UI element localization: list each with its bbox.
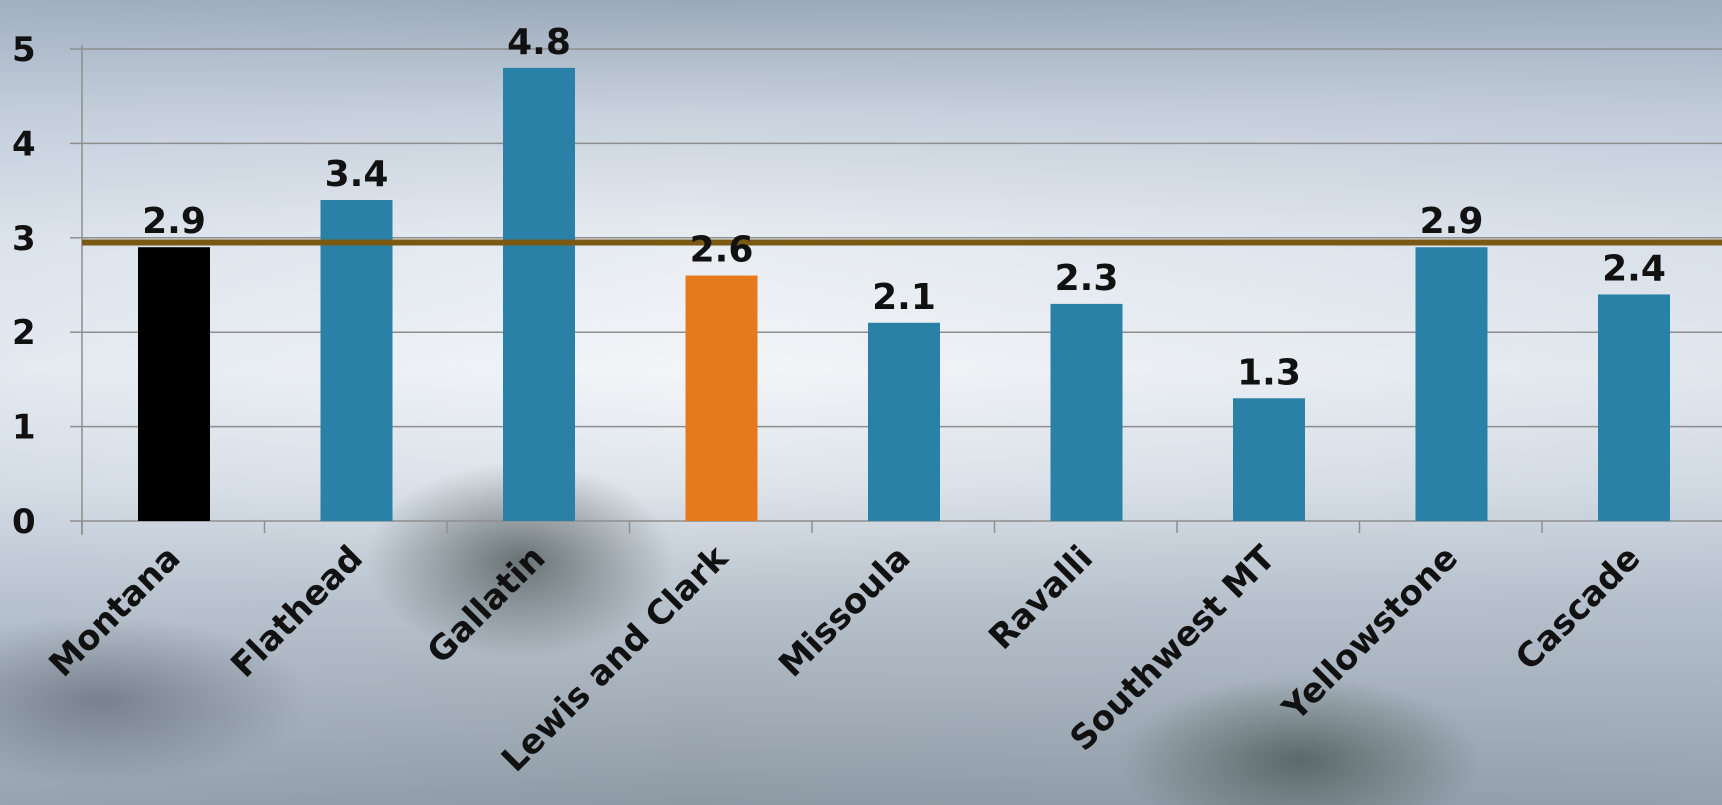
bars [138, 67, 1670, 522]
y-tick-label: 0 [12, 502, 36, 542]
data-label: 2.4 [1602, 248, 1666, 289]
bar [1598, 294, 1670, 521]
bar [320, 200, 393, 522]
category-label: Montana [41, 538, 188, 685]
data-label: 2.9 [142, 201, 206, 242]
bar [1050, 303, 1123, 521]
y-tick-label: 1 [12, 408, 36, 448]
x-axis [81, 520, 1722, 533]
bar [1415, 247, 1488, 522]
y-tick-label: 3 [12, 219, 36, 259]
category-label: Gallatin [420, 538, 554, 672]
category-label: Missoula [771, 538, 918, 685]
data-label: 1.3 [1237, 352, 1301, 393]
bar [1233, 398, 1305, 521]
bar [503, 67, 575, 521]
data-label: 4.8 [507, 22, 571, 63]
data-label: 2.1 [872, 277, 936, 318]
data-label: 3.4 [325, 154, 389, 195]
data-label: 2.9 [1420, 201, 1484, 242]
y-axis: 0 1 2 3 4 5 [12, 30, 83, 542]
bar [138, 247, 210, 522]
data-labels: 2.9 3.4 4.8 2.6 2.1 2.3 1.3 2.9 2.4 [142, 22, 1666, 393]
data-label: 2.3 [1055, 258, 1119, 299]
category-label: Cascade [1508, 538, 1648, 678]
y-tick-label: 5 [12, 30, 36, 70]
y-tick-label: 2 [12, 313, 36, 353]
bar [868, 322, 940, 521]
bar [685, 275, 758, 521]
data-label: 2.6 [690, 230, 754, 271]
category-label: Yellowstone [1274, 538, 1465, 729]
category-label: Flathead [223, 538, 371, 686]
category-label: Ravalli [981, 538, 1101, 658]
y-tick-label: 4 [12, 124, 36, 164]
